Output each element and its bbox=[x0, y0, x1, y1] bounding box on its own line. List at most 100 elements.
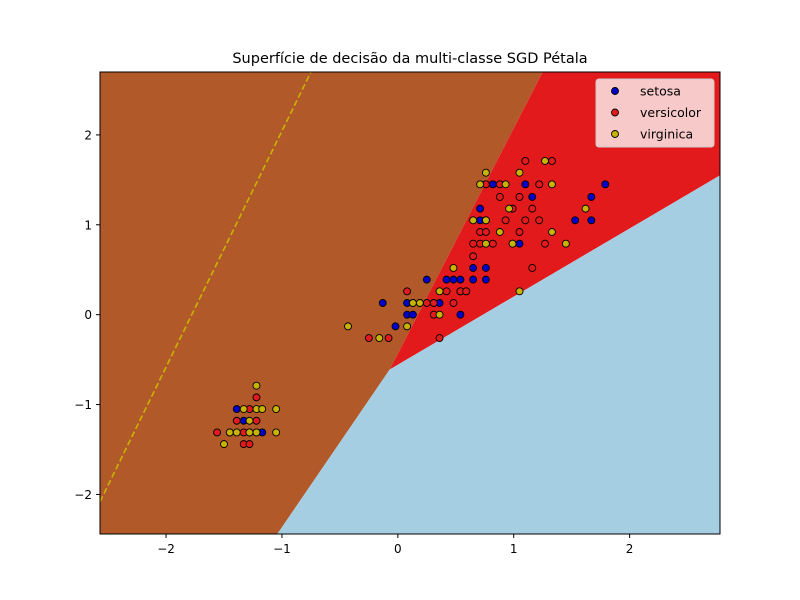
y-tick-label: 2 bbox=[84, 128, 92, 142]
point-setosa bbox=[476, 204, 485, 213]
point-virginica bbox=[505, 204, 514, 213]
point-versicolor bbox=[403, 287, 412, 296]
point-virginica bbox=[469, 216, 478, 225]
point-virginica bbox=[239, 405, 248, 414]
chart-title: Superfície de decisão da multi-classe SG… bbox=[232, 51, 587, 67]
point-versicolor bbox=[469, 252, 478, 261]
point-virginica bbox=[581, 204, 590, 213]
point-versicolor bbox=[252, 393, 261, 402]
point-virginica bbox=[403, 322, 412, 331]
point-setosa bbox=[456, 275, 465, 284]
point-virginica bbox=[344, 322, 352, 331]
point-setosa bbox=[515, 239, 524, 248]
point-versicolor bbox=[449, 299, 458, 307]
point-versicolor bbox=[384, 334, 393, 342]
point-versicolor bbox=[364, 334, 373, 342]
decision-region-setosa bbox=[100, 72, 543, 534]
point-virginica bbox=[435, 310, 444, 319]
y-tick-label: −2 bbox=[74, 488, 92, 502]
point-virginica bbox=[272, 405, 281, 414]
point-virginica bbox=[435, 287, 444, 296]
point-virginica bbox=[408, 299, 417, 307]
point-versicolor bbox=[442, 287, 451, 296]
y-tick-label: 1 bbox=[84, 218, 92, 232]
point-virginica bbox=[415, 299, 424, 307]
point-versicolor bbox=[422, 299, 431, 307]
point-virginica bbox=[252, 381, 261, 390]
point-setosa bbox=[232, 405, 241, 414]
point-virginica bbox=[245, 416, 254, 425]
point-setosa bbox=[481, 264, 490, 272]
point-virginica bbox=[481, 216, 490, 225]
point-virginica bbox=[225, 428, 234, 437]
point-setosa bbox=[521, 180, 530, 189]
point-virginica bbox=[245, 428, 254, 437]
point-versicolor bbox=[481, 228, 490, 236]
legend-label-virginica: virginica bbox=[640, 127, 693, 142]
point-versicolor bbox=[535, 216, 544, 225]
point-virginica bbox=[220, 440, 228, 449]
point-setosa bbox=[408, 310, 417, 319]
point-versicolor bbox=[541, 239, 549, 248]
point-versicolor bbox=[535, 180, 544, 189]
point-versicolor bbox=[469, 239, 478, 248]
point-virginica bbox=[476, 180, 485, 189]
point-setosa bbox=[571, 216, 580, 225]
point-setosa bbox=[488, 180, 497, 189]
point-versicolor bbox=[501, 216, 510, 225]
scatter-points bbox=[213, 157, 610, 449]
point-versicolor bbox=[462, 287, 471, 296]
point-virginica bbox=[541, 157, 549, 165]
x-axis-ticks: −2 −1 0 1 2 bbox=[157, 534, 633, 556]
point-versicolor bbox=[245, 440, 254, 449]
point-versicolor bbox=[515, 192, 524, 201]
point-virginica bbox=[481, 239, 490, 248]
point-versicolor bbox=[232, 416, 241, 425]
point-versicolor bbox=[435, 334, 444, 342]
x-tick-label: −2 bbox=[157, 542, 175, 556]
point-virginica bbox=[495, 228, 504, 236]
plot-frame bbox=[99, 71, 721, 535]
point-virginica bbox=[548, 228, 556, 236]
point-virginica bbox=[515, 287, 524, 296]
point-versicolor bbox=[213, 428, 222, 437]
y-axis-ticks: −2 −1 0 1 2 bbox=[74, 128, 100, 502]
point-virginica bbox=[252, 428, 261, 437]
x-tick-label: −1 bbox=[273, 542, 291, 556]
decision-region-virginica bbox=[277, 175, 720, 534]
point-setosa bbox=[449, 275, 458, 284]
hyperplane-lines bbox=[100, 72, 312, 502]
point-virginica bbox=[232, 428, 241, 437]
x-tick-label: 0 bbox=[394, 542, 402, 556]
point-versicolor bbox=[548, 157, 556, 165]
point-virginica bbox=[561, 239, 570, 248]
point-versicolor bbox=[495, 192, 504, 201]
point-setosa bbox=[528, 192, 537, 201]
point-virginica bbox=[501, 180, 510, 189]
point-setosa bbox=[442, 275, 451, 284]
point-versicolor bbox=[528, 264, 537, 272]
point-setosa bbox=[481, 275, 490, 284]
y-tick-label: 0 bbox=[84, 308, 92, 322]
point-setosa bbox=[469, 264, 478, 272]
point-setosa bbox=[422, 275, 431, 284]
point-versicolor bbox=[528, 204, 537, 213]
x-tick-label: 2 bbox=[626, 542, 634, 556]
point-virginica bbox=[272, 428, 281, 437]
x-tick-label: 1 bbox=[510, 542, 518, 556]
point-versicolor bbox=[429, 299, 438, 307]
legend-marker-setosa bbox=[611, 87, 619, 95]
point-versicolor bbox=[521, 157, 530, 165]
point-setosa bbox=[456, 310, 465, 319]
legend: setosa versicolor virginica bbox=[595, 78, 715, 148]
legend-marker-versicolor bbox=[611, 108, 619, 117]
legend-box bbox=[595, 78, 715, 148]
point-versicolor bbox=[521, 216, 530, 225]
point-setosa bbox=[587, 216, 596, 225]
point-virginica bbox=[481, 168, 490, 177]
point-setosa bbox=[601, 180, 610, 189]
hyperplane-line-0 bbox=[100, 72, 312, 502]
point-versicolor bbox=[252, 416, 261, 425]
